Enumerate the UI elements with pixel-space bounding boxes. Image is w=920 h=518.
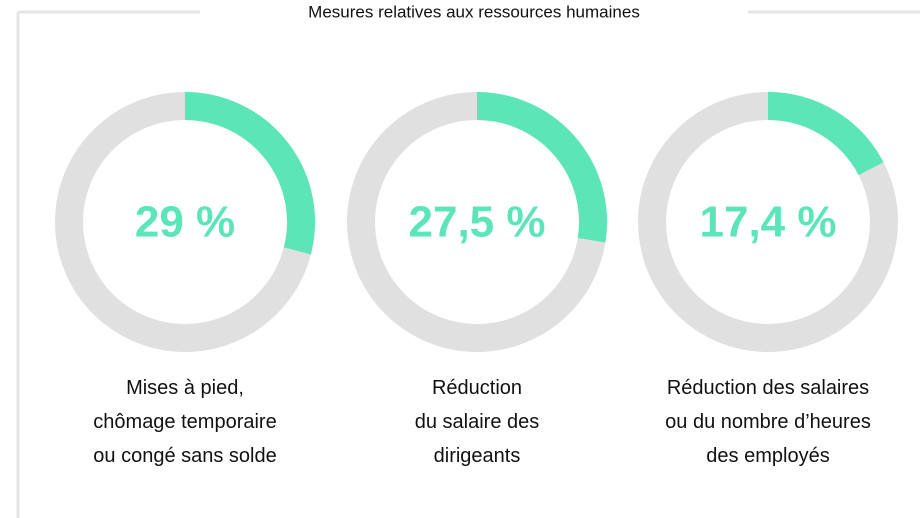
donut-arc [476,92,607,243]
category-label: Mises à pied, chômage temporaire ou cong… [93,377,277,467]
value-label: 17,4 % [700,198,837,247]
category-label: Réduction des salaires ou du nombre d’he… [665,377,871,467]
donut-arc [767,92,884,176]
value-label: 27,5 % [409,198,546,247]
donut-arc [184,92,315,255]
chart-title: Mesures relatives aux ressources humaine… [308,2,640,21]
category-label: Réduction du salaire des dirigeants [414,377,540,467]
value-label: 29 % [135,198,235,247]
